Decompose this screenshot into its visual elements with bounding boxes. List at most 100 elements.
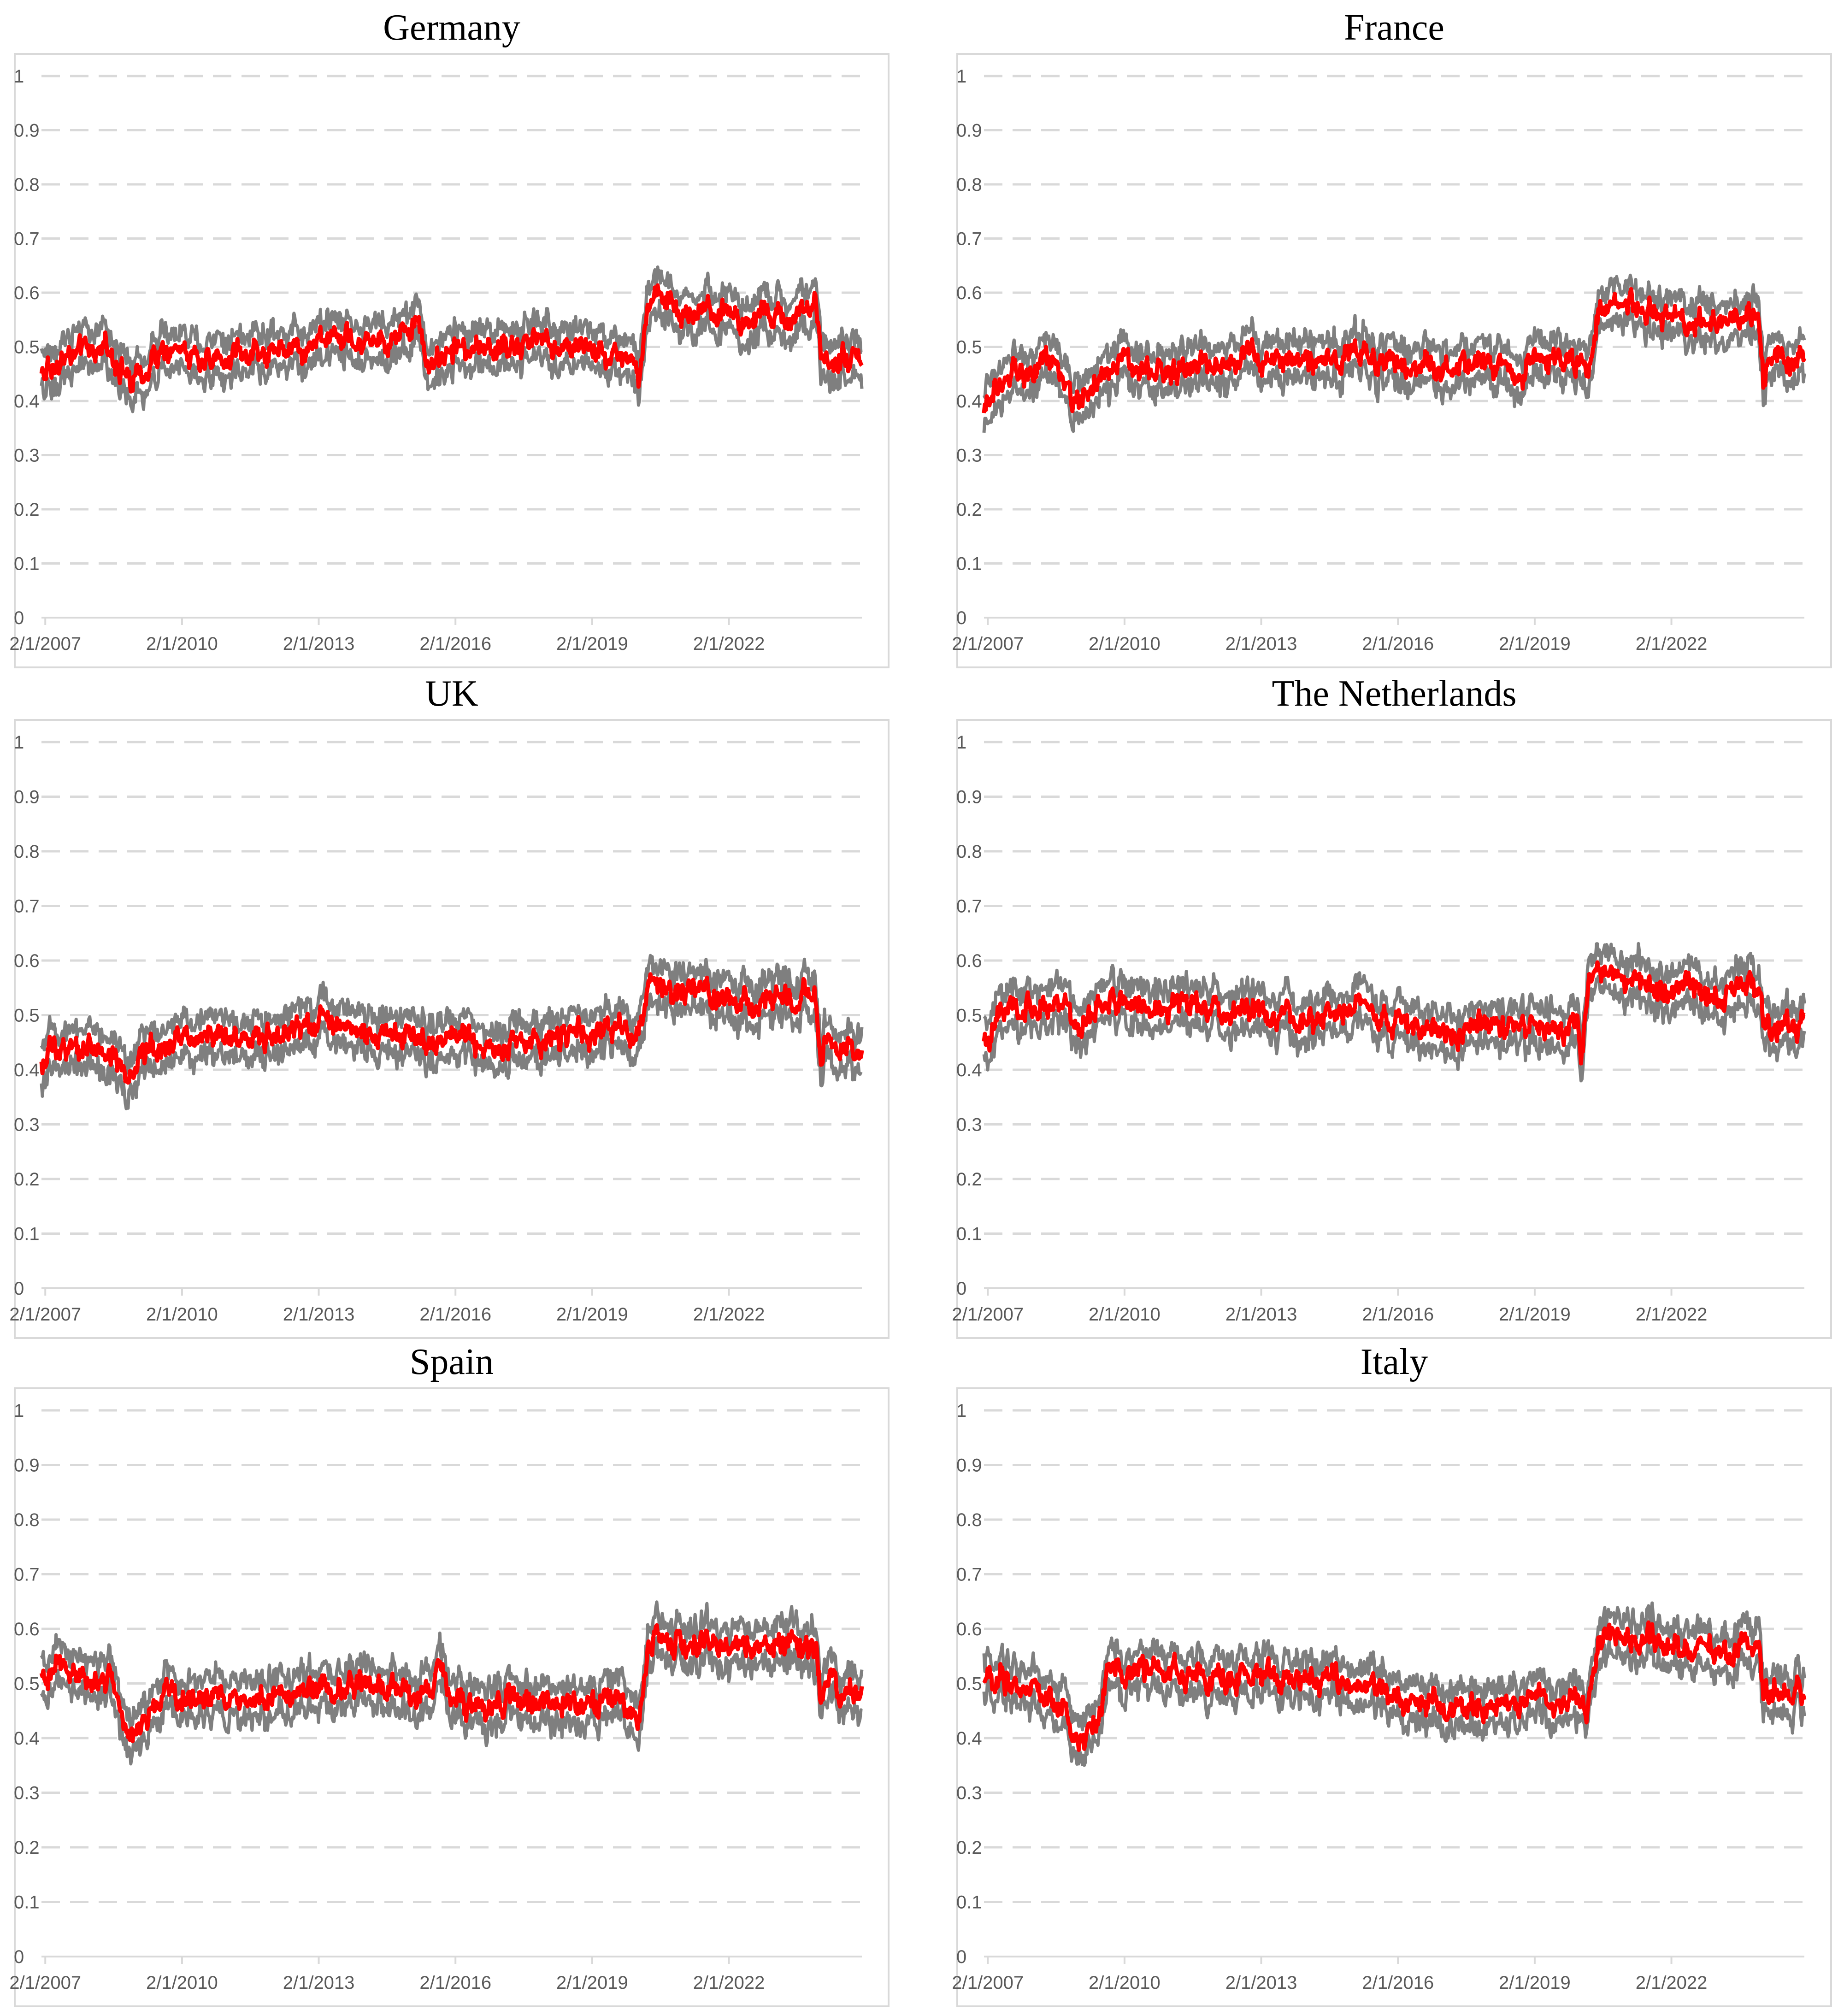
y-tick-label: 0.3: [14, 1115, 40, 1135]
series-lower-band: [982, 306, 1806, 433]
chart-plot: 0 0.1 0.2 0.3 0.4 0.5 0.6 0.7 0.8 0.9 1 2/1/2007 2/1…: [952, 732, 1806, 1325]
chart-panel: Spain 0 0.1 0.2 0.3 0.4 0.5 0.6 0.7 0.8 0.9 1 2/1/2…: [9, 1342, 890, 2007]
y-tick-label: 0.2: [14, 1169, 40, 1190]
y-tick-label: 0: [14, 1279, 24, 1299]
series-lower-band: [40, 991, 863, 1111]
series-line: [39, 972, 864, 1085]
series-line: [39, 283, 864, 394]
y-tick-label: 0.5: [956, 337, 982, 358]
y-tick-label: 1: [14, 1401, 24, 1421]
y-tick-label: 0.7: [14, 896, 40, 917]
y-tick-label: 0.4: [14, 1060, 40, 1080]
y-tick-label: 1: [956, 1401, 966, 1421]
x-tick-label: 2/1/2016: [1362, 1304, 1434, 1325]
chart-panel: France 0 0.1 0.2 0.3 0.4 0.5 0.6 0.7 0.8 0.9 1 2/1/…: [952, 7, 1832, 668]
y-tick-label: 0.4: [14, 1728, 40, 1749]
x-tick-label: 2/1/2013: [283, 634, 355, 654]
x-tick-label: 2/1/2010: [1089, 634, 1161, 654]
y-tick-label: 0.8: [956, 1510, 982, 1530]
y-tick-label: 0.4: [14, 391, 40, 412]
y-tick-label: 0.3: [956, 446, 982, 466]
y-tick-label: 0.2: [14, 500, 40, 520]
y-tick-label: 0.1: [956, 1224, 982, 1244]
x-tick-label: 2/1/2007: [952, 1973, 1024, 1993]
y-tick-label: 0.2: [956, 1838, 982, 1858]
y-tick-label: 0.2: [956, 500, 982, 520]
y-tick-label: 0.7: [956, 896, 982, 917]
x-tick-label: 2/1/2007: [952, 1304, 1024, 1325]
y-tick-label: 0: [956, 1279, 966, 1299]
chart-title: Italy: [1360, 1342, 1428, 1382]
chart-plot: 0 0.1 0.2 0.3 0.4 0.5 0.6 0.7 0.8 0.9 1 2/1/2007 2/1…: [9, 66, 864, 654]
x-tick-label: 2/1/2022: [693, 1304, 765, 1325]
y-tick-label: 0.1: [14, 1224, 40, 1244]
y-tick-label: 0: [956, 1947, 966, 1967]
series-line: [982, 960, 1806, 1066]
y-tick-label: 0.8: [956, 842, 982, 862]
chart-plot: 0 0.1 0.2 0.3 0.4 0.5 0.6 0.7 0.8 0.9 1 2/1/2007 2/1…: [9, 732, 864, 1325]
y-tick-label: 0.1: [956, 1892, 982, 1913]
chart-plot: 0 0.1 0.2 0.3 0.4 0.5 0.6 0.7 0.8 0.9 1 2/1/2007 2/1…: [952, 66, 1807, 654]
x-tick-label: 2/1/2010: [146, 634, 218, 654]
chart-panel: Italy 0 0.1 0.2 0.3 0.4 0.5 0.6 0.7 0.8 0.9 1 2/1/2…: [952, 1342, 1832, 2007]
series-line: [982, 1620, 1807, 1752]
series-lower-band: [40, 299, 864, 413]
y-tick-label: 1: [14, 732, 24, 753]
y-tick-label: 0.7: [14, 229, 40, 249]
x-tick-label: 2/1/2019: [556, 634, 628, 654]
y-tick-label: 0.9: [956, 1456, 982, 1476]
x-tick-label: 2/1/2019: [556, 1973, 628, 1993]
x-tick-label: 2/1/2010: [146, 1973, 218, 1993]
chart-plot: 0 0.1 0.2 0.3 0.4 0.5 0.6 0.7 0.8 0.9 1 2/1/2007 2/1…: [952, 1401, 1807, 1993]
y-tick-label: 0.5: [14, 1006, 40, 1026]
series-upper-band: [40, 1600, 864, 1732]
y-tick-label: 0.7: [956, 1565, 982, 1585]
series-lower-band: [982, 1637, 1806, 1767]
x-tick-label: 2/1/2019: [1499, 1304, 1571, 1325]
series-lower-band: [40, 1636, 863, 1766]
x-tick-label: 2/1/2022: [1636, 1304, 1708, 1325]
x-tick-label: 2/1/2013: [1225, 634, 1297, 654]
x-tick-label: 2/1/2013: [283, 1973, 355, 1993]
y-tick-label: 1: [956, 66, 966, 87]
y-tick-label: 0.8: [14, 1510, 40, 1530]
x-tick-label: 2/1/2010: [146, 1304, 218, 1325]
x-tick-label: 2/1/2010: [1089, 1304, 1161, 1325]
y-tick-label: 0.1: [14, 554, 40, 574]
y-tick-label: 0.8: [14, 175, 40, 195]
chart-title: Spain: [409, 1342, 494, 1382]
x-tick-label: 2/1/2016: [419, 1304, 491, 1325]
series-upper-band: [982, 1601, 1806, 1732]
chart-plot: 0 0.1 0.2 0.3 0.4 0.5 0.6 0.7 0.8 0.9 1 2/1/2007 2/1…: [9, 1401, 864, 1993]
y-tick-label: 0.6: [14, 283, 40, 303]
y-tick-label: 0.5: [14, 1674, 40, 1694]
x-tick-label: 2/1/2007: [952, 634, 1024, 654]
x-tick-label: 2/1/2016: [419, 1973, 491, 1993]
y-tick-label: 0: [14, 1947, 24, 1967]
y-tick-label: 0.1: [14, 1892, 40, 1913]
y-tick-label: 0.3: [14, 446, 40, 466]
x-tick-label: 2/1/2007: [9, 1973, 81, 1993]
y-tick-label: 0: [956, 608, 966, 628]
y-tick-label: 0.8: [956, 175, 982, 195]
x-tick-label: 2/1/2007: [9, 1304, 81, 1325]
y-tick-label: 1: [14, 66, 24, 87]
y-tick-label: 0.9: [956, 787, 982, 808]
series-upper-band: [983, 942, 1806, 1047]
series-lower-band: [982, 974, 1806, 1083]
y-tick-label: 0.2: [14, 1838, 40, 1858]
x-tick-label: 2/1/2013: [1225, 1973, 1297, 1993]
chart-title: The Netherlands: [1272, 673, 1517, 714]
y-tick-label: 0.6: [956, 283, 982, 303]
chart-panel: UK 0 0.1 0.2 0.3 0.4 0.5 0.6 0.7 0.8 0.9 1 2/1/2007…: [9, 673, 890, 1339]
chart-title: France: [1344, 7, 1444, 48]
y-tick-label: 0.6: [956, 1619, 982, 1639]
x-tick-label: 2/1/2022: [693, 1973, 765, 1993]
x-tick-label: 2/1/2022: [693, 634, 765, 654]
series-upper-band: [40, 265, 863, 378]
y-tick-label: 0: [14, 608, 24, 628]
chart-panel: Germany 0 0.1 0.2 0.3 0.4 0.5 0.6 0.7 0.8 0.9 1 2/1…: [9, 9, 890, 668]
y-tick-label: 0.6: [956, 951, 982, 971]
chart-title: UK: [425, 673, 478, 714]
x-tick-label: 2/1/2019: [1499, 634, 1571, 654]
